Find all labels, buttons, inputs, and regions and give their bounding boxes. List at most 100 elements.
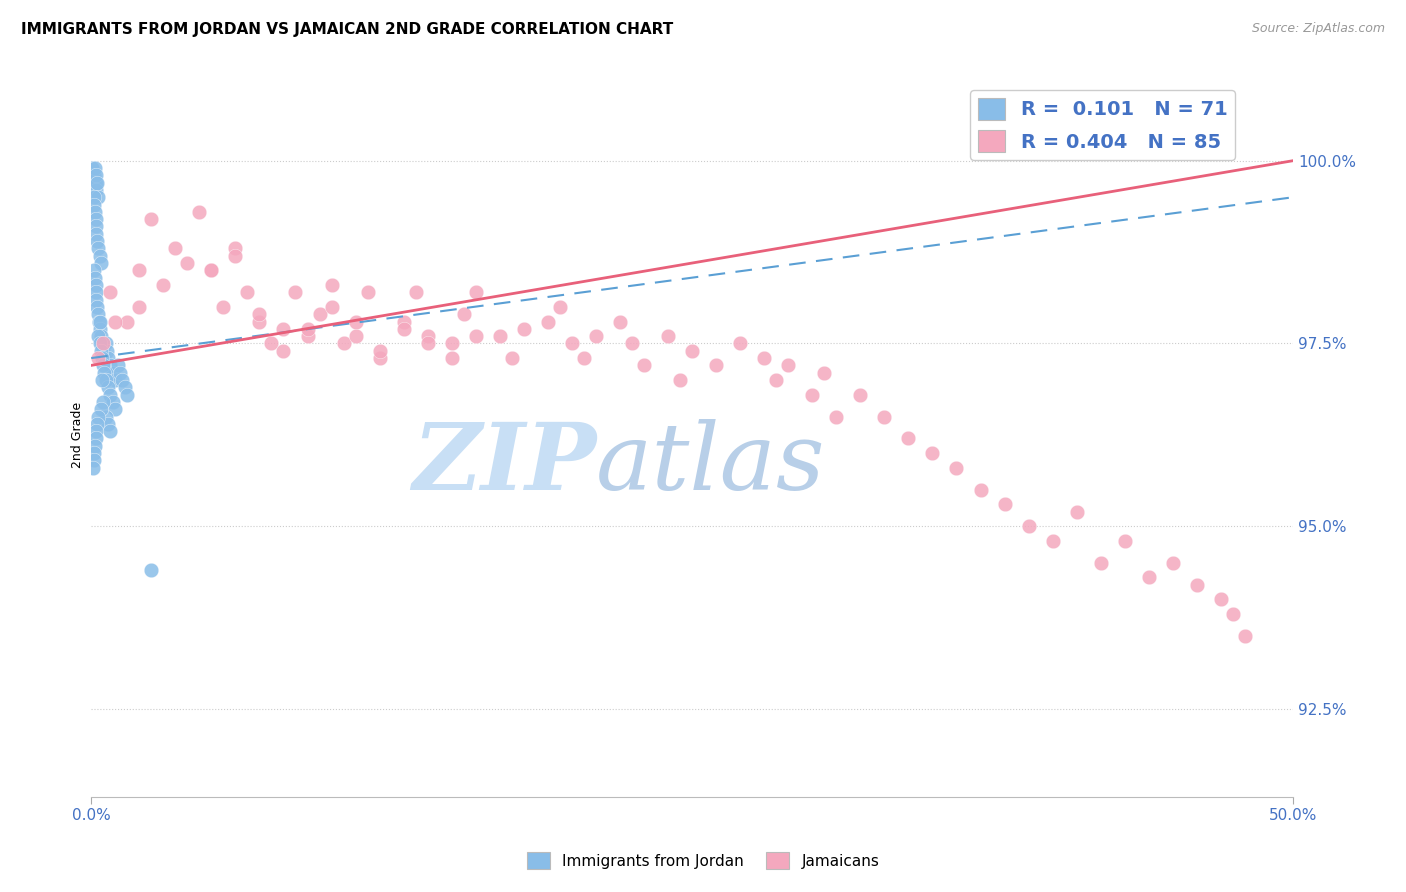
Point (849, 387, 872, 401)
Point (94, 336, 117, 351)
Point (83, 176, 105, 190)
Point (128, 300, 150, 314)
Point (111, 373, 134, 387)
Point (945, 460, 967, 475)
Point (84, 285, 107, 300)
Point (813, 366, 835, 380)
Point (86, 183, 108, 197)
Point (356, 285, 378, 300)
Point (152, 277, 174, 292)
Point (1042, 533, 1064, 548)
Point (104, 373, 127, 387)
Point (86, 300, 108, 314)
Point (405, 285, 427, 300)
Point (84, 169, 107, 183)
Point (82, 161, 104, 175)
Point (83, 197, 105, 211)
Legend: Immigrants from Jordan, Jamaicans: Immigrants from Jordan, Jamaicans (520, 846, 886, 875)
Point (1114, 533, 1136, 548)
Point (89, 249, 111, 263)
Text: IMMIGRANTS FROM JORDAN VS JAMAICAN 2ND GRADE CORRELATION CHART: IMMIGRANTS FROM JORDAN VS JAMAICAN 2ND G… (21, 22, 673, 37)
Point (1137, 570, 1160, 584)
Point (83, 263, 105, 277)
Point (273, 322, 295, 336)
Point (115, 387, 138, 401)
Point (91, 359, 114, 373)
Point (1066, 505, 1088, 519)
Point (87, 307, 110, 321)
Point (308, 307, 330, 321)
Point (104, 314, 127, 328)
Point (273, 343, 295, 358)
Point (1209, 592, 1232, 607)
Point (200, 263, 222, 277)
Point (94, 409, 117, 424)
Point (141, 212, 163, 227)
Point (249, 307, 271, 321)
Point (260, 336, 283, 351)
Point (87, 329, 110, 343)
Point (104, 402, 127, 417)
Point (108, 366, 131, 380)
Point (97, 351, 120, 365)
Point (501, 351, 523, 365)
Point (825, 409, 848, 424)
Point (83, 453, 105, 467)
Point (97, 417, 120, 431)
Point (212, 300, 235, 314)
Point (297, 329, 319, 343)
Point (90, 402, 112, 417)
Point (754, 351, 776, 365)
Point (332, 336, 354, 351)
Point (82, 169, 104, 183)
Point (93, 366, 115, 380)
Point (633, 359, 655, 373)
Point (1222, 607, 1244, 621)
Point (89, 314, 111, 328)
Point (100, 285, 122, 300)
Point (82, 460, 104, 475)
Point (921, 446, 943, 460)
Legend: R =  0.101   N = 71, R = 0.404   N = 85: R = 0.101 N = 71, R = 0.404 N = 85 (970, 90, 1236, 161)
Point (440, 351, 463, 365)
Point (344, 314, 367, 328)
Point (90, 256, 112, 270)
Point (87, 241, 110, 255)
Point (91, 336, 114, 351)
Point (321, 277, 343, 292)
Point (87, 190, 110, 204)
Point (96, 343, 118, 358)
Point (89, 336, 111, 351)
Point (236, 285, 259, 300)
Point (200, 263, 222, 277)
Point (344, 329, 367, 343)
Point (101, 366, 124, 380)
Point (91, 373, 114, 387)
Point (897, 432, 920, 446)
Point (297, 322, 319, 336)
Point (101, 395, 124, 409)
Point (572, 351, 595, 365)
Point (801, 387, 824, 401)
Point (416, 336, 439, 351)
Point (537, 314, 560, 328)
Point (141, 563, 163, 577)
Point (176, 256, 198, 270)
Point (91, 343, 114, 358)
Point (100, 387, 122, 401)
Point (86, 234, 108, 248)
Point (873, 409, 896, 424)
Point (83, 439, 105, 453)
Point (90, 343, 112, 358)
Point (453, 307, 475, 321)
Point (993, 497, 1015, 511)
Point (87, 351, 110, 365)
Point (620, 336, 643, 351)
Point (87, 314, 110, 328)
Point (704, 359, 727, 373)
Point (657, 329, 679, 343)
Point (561, 336, 583, 351)
Point (94, 373, 117, 387)
Point (93, 351, 115, 365)
Point (368, 343, 391, 358)
